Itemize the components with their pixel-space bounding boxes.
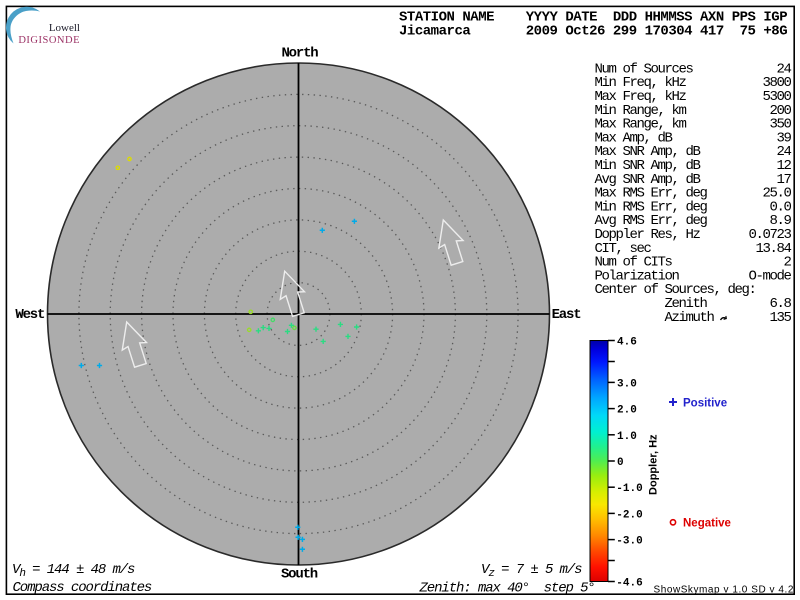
svg-text:Min Range, km 200: Min Range, km 200	[595, 103, 792, 119]
svg-text:Jicamarca 2009 Oct26 299: Jicamarca 2009 Oct26 299 170304 417 75 +…	[399, 24, 787, 40]
svg-text:Max Range, km 350: Max Range, km 350	[595, 117, 792, 133]
svg-text:Max RMS Err, deg 25.0: Max RMS Err, deg 25.0	[595, 186, 792, 202]
svg-text:2.0: 2.0	[617, 405, 637, 417]
svg-text:Azimuth 135: Azimuth 135	[595, 310, 792, 326]
svg-text:Center of Sources, deg:: Center of Sources, deg:	[595, 282, 756, 298]
svg-text:Compass coordinates: Compass coordinates	[13, 580, 152, 596]
svg-text:CIT, sec 13.84: CIT, sec 13.84	[595, 241, 792, 257]
svg-text:DIGISONDE: DIGISONDE	[18, 35, 80, 46]
svg-text:Avg RMS Err, deg 8.9: Avg RMS Err, deg 8.9	[595, 213, 792, 229]
svg-text:Min SNR Amp, dB 12: Min SNR Amp, dB 12	[595, 158, 792, 174]
svg-text:Max SNR Amp, dB 24: Max SNR Amp, dB 24	[595, 144, 792, 160]
svg-text:Zenith: max 40° step 5°: Zenith: max 40° step 5°	[419, 581, 595, 597]
svg-text:Positive: Positive	[683, 398, 727, 410]
svg-text:0: 0	[617, 457, 624, 469]
svg-text:Doppler Res, Hz 0.0723: Doppler Res, Hz 0.0723	[595, 227, 792, 243]
svg-text:3.0: 3.0	[617, 378, 637, 390]
svg-text:-2.0: -2.0	[616, 509, 642, 521]
svg-text:Doppler, Hz: Doppler, Hz	[648, 434, 660, 495]
svg-text:Min RMS Err, deg 0.0: Min RMS Err, deg 0.0	[595, 199, 792, 215]
svg-text:Vz = 7 ± 5 m/s: Vz = 7 ± 5 m/s	[481, 562, 582, 580]
svg-text:West: West	[15, 307, 45, 323]
svg-text:Min Freq, kHz 3800: Min Freq, kHz 3800	[595, 75, 792, 91]
svg-text:1.0: 1.0	[617, 431, 637, 443]
svg-text:North: North	[281, 46, 318, 62]
svg-text:4.6: 4.6	[617, 337, 637, 349]
svg-text:Negative: Negative	[683, 518, 731, 530]
svg-text:East: East	[552, 307, 582, 323]
svg-text:Num of CITs 2: Num of CITs 2	[595, 255, 792, 271]
svg-text:Max Amp, dB 39: Max Amp, dB 39	[595, 130, 792, 146]
svg-text:ShowSkymap v 1.0 SD v 4.2: ShowSkymap v 1.0 SD v 4.2	[654, 585, 794, 596]
svg-text:Vh = 144 ± 48 m/s: Vh = 144 ± 48 m/s	[12, 562, 135, 580]
svg-text:Lowell: Lowell	[49, 22, 80, 34]
svg-text:-3.0: -3.0	[616, 536, 642, 548]
svg-text:Avg SNR Amp, dB 17: Avg SNR Amp, dB 17	[595, 172, 792, 188]
svg-text:STATION NAME YYYY DATE DDD: STATION NAME YYYY DATE DDD HHMMSS AXN PP…	[399, 10, 787, 26]
svg-text:Num of Sources 24: Num of Sources 24	[595, 61, 792, 77]
svg-text:Polarization O-mode: Polarization O-mode	[595, 268, 792, 284]
svg-text:Max Freq, kHz 5300: Max Freq, kHz 5300	[595, 89, 792, 105]
svg-text:-1.0: -1.0	[616, 483, 642, 495]
svg-text:Zenith 6.8: Zenith 6.8	[595, 296, 792, 312]
svg-text:South: South	[281, 567, 318, 583]
svg-text:-4.6: -4.6	[616, 578, 642, 590]
